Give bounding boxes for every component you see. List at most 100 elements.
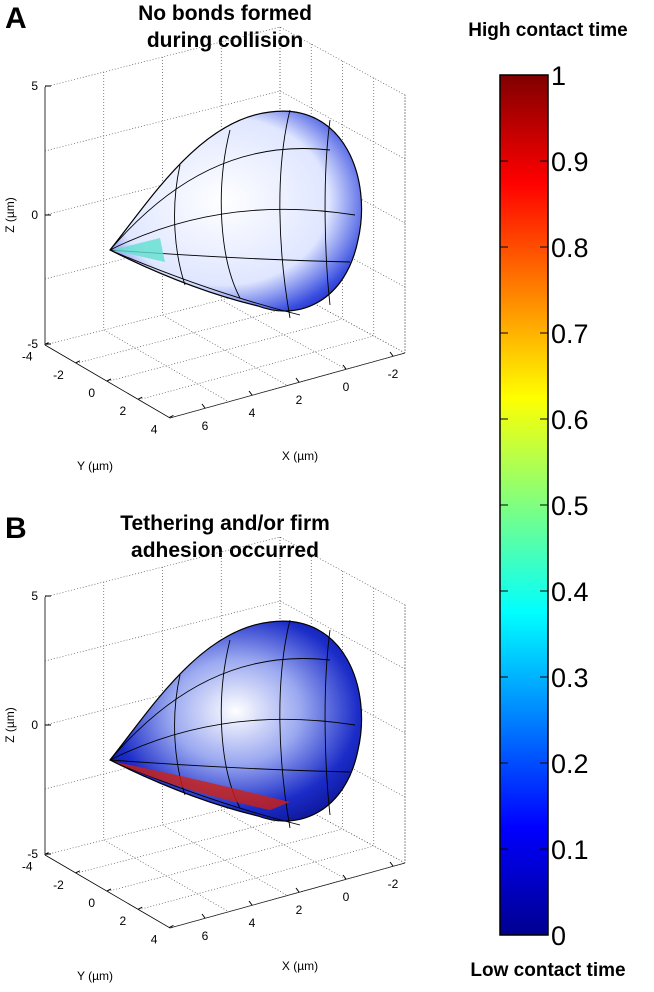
x-tick-label: 0 <box>343 380 350 394</box>
y-tick <box>75 870 81 874</box>
y-tick <box>106 888 112 892</box>
y-tick <box>137 906 143 910</box>
contact-hotspot <box>115 762 290 810</box>
z-tick-label: 0 <box>31 208 38 222</box>
colorbar-tick-label: 1 <box>551 61 566 91</box>
colorbar-tick-label: 0.5 <box>551 491 589 521</box>
cell-mesh <box>109 208 356 251</box>
x-tick <box>342 364 347 370</box>
colorbar-tick-label: 0.2 <box>551 749 589 779</box>
colorbar-tick-label: 0 <box>551 921 566 951</box>
cell-mesh <box>324 629 331 816</box>
y-tick-label: -2 <box>53 878 64 892</box>
colorbar-tick-label: 0.8 <box>551 233 589 263</box>
y-tick-label: -4 <box>22 350 33 364</box>
y-tick-label: 0 <box>88 896 95 910</box>
panel: A No bonds formed during collision 5 0 -5-4 -2… <box>3 2 406 473</box>
cell-mesh <box>109 718 356 761</box>
x-tick <box>389 861 394 867</box>
y-tick <box>44 342 49 346</box>
grid-floor <box>107 828 343 892</box>
y-axis-label: Y (µm) <box>77 969 113 983</box>
colorbar-tick-label: 0.7 <box>551 319 589 349</box>
grid-floor <box>138 845 374 911</box>
x-tick-label: -2 <box>388 367 399 381</box>
colorbar-tick-label: 0.4 <box>551 577 589 607</box>
y-tick <box>106 378 112 382</box>
x-tick <box>248 390 253 396</box>
cell-mesh <box>109 759 351 773</box>
colorbar-tick-label: 0.6 <box>551 405 589 435</box>
x-axis-label: X (µm) <box>282 449 318 463</box>
cell-mesh <box>109 249 301 316</box>
x-tick-label: 2 <box>296 903 303 917</box>
grid-floor <box>76 811 312 874</box>
colorbar-tick-label: 0.9 <box>551 147 589 177</box>
x-tick <box>248 900 253 906</box>
panel-title: Tethering and/or firm <box>120 512 330 535</box>
x-tick-label: 6 <box>202 419 209 433</box>
y-tick <box>169 924 174 928</box>
x-tick <box>201 403 206 409</box>
z-tick-label: 5 <box>31 79 38 93</box>
cell-surface <box>109 620 363 822</box>
colorbar-tick-label: 0.3 <box>551 663 589 693</box>
y-tick <box>137 396 143 400</box>
y-tick <box>75 360 81 364</box>
x-tick <box>295 377 300 383</box>
x-tick <box>201 913 206 919</box>
axis-box <box>44 854 406 929</box>
grid-floor <box>107 318 343 382</box>
panel: B Tethering and/or firm adhesion occurred 5… <box>3 512 406 983</box>
y-tick-label: -2 <box>53 368 64 382</box>
z-axis-label: Z (µm) <box>3 707 17 743</box>
x-tick-label: 4 <box>249 406 256 420</box>
cell-surface <box>109 110 363 312</box>
panel-label: B <box>5 512 27 545</box>
panel-title: No bonds formed <box>138 2 312 25</box>
x-axis-label: X (µm) <box>282 959 318 973</box>
grid-floor <box>138 335 374 401</box>
colorbar-title-top: High contact time <box>468 20 627 41</box>
y-tick-label: -4 <box>22 860 33 874</box>
panel-title: adhesion occurred <box>131 539 319 562</box>
grid-floor <box>162 314 288 386</box>
panel-title: during collision <box>147 29 303 52</box>
grid-floor <box>162 824 288 896</box>
x-tick-label: 0 <box>343 890 350 904</box>
x-tick <box>295 887 300 893</box>
x-tick-label: 2 <box>296 393 303 407</box>
colorbar: High contact time Low contact time 0 0.1 0… <box>468 20 627 981</box>
y-tick <box>169 414 174 418</box>
z-tick-label: -5 <box>27 847 38 861</box>
x-tick-label: 6 <box>202 929 209 943</box>
z-tick-label: 0 <box>31 718 38 732</box>
x-tick-label: -2 <box>388 877 399 891</box>
z-tick-label: 5 <box>31 589 38 603</box>
cell-mesh <box>324 119 331 306</box>
y-tick-label: 2 <box>120 914 127 928</box>
z-tick-label: -5 <box>27 337 38 351</box>
y-tick-label: 2 <box>120 404 127 418</box>
cell-mesh <box>109 148 331 251</box>
y-tick-label: 0 <box>88 386 95 400</box>
x-tick <box>389 351 394 357</box>
cell-mesh <box>109 658 331 761</box>
y-tick <box>44 852 49 856</box>
axis-box <box>44 344 406 419</box>
x-tick-label: 4 <box>249 916 256 930</box>
cell-mesh <box>174 164 186 286</box>
x-tick <box>342 874 347 880</box>
cell-mesh <box>220 129 241 299</box>
contact-hotspot <box>112 238 165 262</box>
y-tick-label: 4 <box>151 932 158 946</box>
cell-mesh <box>279 109 291 319</box>
z-axis-label: Z (µm) <box>3 197 17 233</box>
colorbar-tick-label: 0.1 <box>551 835 589 865</box>
y-tick-label: 4 <box>151 422 158 436</box>
y-axis-label: Y (µm) <box>77 459 113 473</box>
panel-label: A <box>5 2 27 35</box>
grid-floor <box>76 301 312 364</box>
